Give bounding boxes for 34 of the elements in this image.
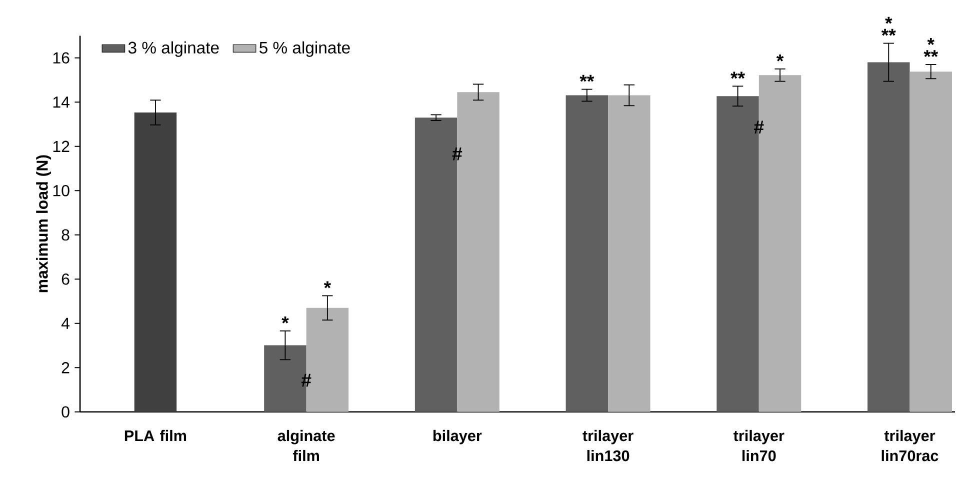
x-tick-label: trilayer lin70 bbox=[734, 430, 784, 462]
y-tick-label: 10 bbox=[53, 184, 70, 196]
legend-label: 3 % alginate bbox=[128, 41, 219, 57]
annotation: ** bbox=[580, 74, 594, 82]
bar bbox=[910, 72, 952, 412]
bar bbox=[608, 95, 650, 412]
annotation: # bbox=[301, 374, 312, 387]
annotation: * bbox=[776, 54, 784, 62]
bar bbox=[868, 62, 910, 412]
y-tick-label: 14 bbox=[53, 96, 70, 108]
x-tick-label: PLA film bbox=[124, 430, 186, 441]
y-tick-label: 4 bbox=[61, 318, 70, 329]
x-tick-label: trilayer lin130 bbox=[582, 430, 634, 462]
bar bbox=[566, 95, 608, 412]
annotation: * bbox=[282, 316, 289, 324]
y-tick-label: 16 bbox=[53, 52, 70, 64]
annotation: * bbox=[324, 281, 332, 288]
annotation: ** bbox=[730, 72, 746, 79]
x-tick-label: trilayer lin70rac bbox=[882, 430, 938, 462]
y-tick-label: 0 bbox=[62, 406, 70, 418]
y-tick-label: 2 bbox=[62, 362, 70, 374]
legend-label: 5 % alginate bbox=[260, 41, 350, 57]
annotation: # bbox=[452, 147, 462, 160]
x-tick-label: bilayer bbox=[433, 430, 482, 444]
annotation: ** bbox=[924, 50, 938, 57]
annotation: * bbox=[927, 38, 934, 45]
annotation: * bbox=[885, 16, 892, 24]
y-tick-label: 12 bbox=[53, 140, 70, 152]
y-axis-title: maximum load (N) bbox=[36, 155, 52, 292]
y-tick-label: 8 bbox=[62, 229, 70, 240]
annotation: # bbox=[754, 120, 764, 134]
x-tick-label: alginate film bbox=[278, 430, 335, 461]
y-tick-label: 6 bbox=[62, 273, 70, 285]
annotation: ** bbox=[881, 28, 896, 36]
